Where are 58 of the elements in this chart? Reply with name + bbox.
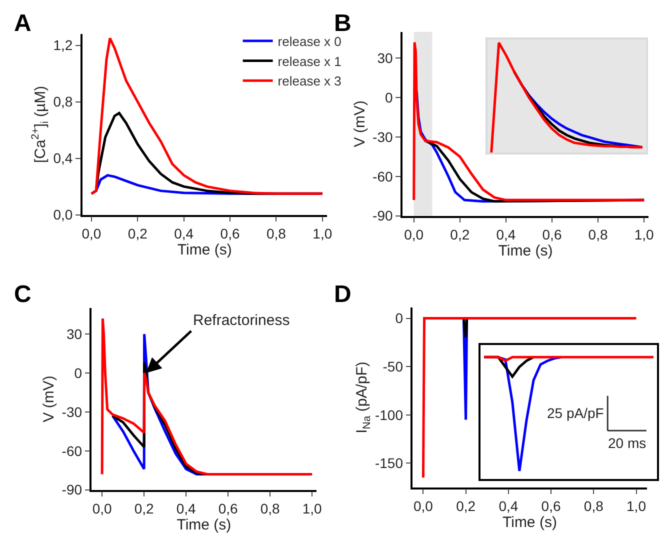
annotation: 20 ms bbox=[608, 435, 646, 451]
y-tick-label: -60 bbox=[372, 168, 393, 184]
x-axis-title: Time (s) bbox=[498, 242, 553, 260]
x-tick-label: 0,6 bbox=[220, 225, 240, 242]
x-axis-title: Time (s) bbox=[177, 241, 232, 258]
y-tick-label: 0,0 bbox=[53, 206, 73, 223]
line-series bbox=[412, 41, 646, 202]
x-tick-label: 0,6 bbox=[542, 226, 562, 242]
y-tick-label: -90 bbox=[62, 482, 82, 498]
y-tick-label: 30 bbox=[66, 326, 82, 342]
annotation: 25 pA/pF bbox=[547, 405, 604, 421]
x-tick-label: 1,0 bbox=[626, 498, 646, 514]
y-axis-title: V (mV) bbox=[351, 100, 368, 148]
x-axis-title: Time (s) bbox=[502, 514, 557, 531]
x-tick-label: 0,0 bbox=[82, 225, 102, 242]
y-tick-label: -60 bbox=[62, 442, 82, 459]
x-tick-label: 0,6 bbox=[541, 498, 561, 514]
y-tick-label: 0 bbox=[384, 89, 393, 106]
x-tick-label: 0,8 bbox=[588, 226, 608, 242]
x-tick-label: 0,8 bbox=[260, 500, 280, 516]
y-tick-label: -30 bbox=[372, 128, 393, 145]
y-tick-label: -30 bbox=[62, 404, 82, 420]
x-tick-label: 0,8 bbox=[584, 498, 604, 514]
y-tick-label: 0,4 bbox=[53, 150, 73, 166]
x-tick-label: 0,4 bbox=[496, 226, 516, 242]
y-tick-label: 1,2 bbox=[53, 37, 73, 54]
legend-label: release x 3 bbox=[278, 74, 342, 89]
x-tick-label: 0,0 bbox=[404, 226, 424, 242]
x-tick-label: 1,0 bbox=[312, 225, 332, 242]
x-tick-label: 0,4 bbox=[176, 500, 196, 516]
y-tick-label: -90 bbox=[372, 208, 393, 224]
y-tick-label: 0,8 bbox=[53, 94, 73, 110]
x-tick-label: 0,2 bbox=[450, 226, 470, 242]
chart-title: A bbox=[14, 10, 32, 37]
y-tick-label: 0 bbox=[395, 310, 404, 326]
y-axis-title: V (mV) bbox=[40, 376, 58, 422]
y-tick-label: 30 bbox=[377, 50, 393, 66]
legend-label: release x 1 bbox=[278, 54, 342, 69]
x-tick-label: 0,6 bbox=[218, 500, 238, 516]
x-tick-label: 1,0 bbox=[634, 226, 654, 242]
y-tick-label: -50 bbox=[382, 358, 404, 374]
chart-title: C bbox=[14, 281, 32, 308]
y-tick-label: -150 bbox=[374, 455, 404, 472]
x-tick-label: 0,8 bbox=[266, 225, 286, 242]
annotation: Refractoriness bbox=[193, 312, 290, 329]
chart-title: D bbox=[334, 281, 352, 308]
x-tick-label: 0,0 bbox=[92, 500, 112, 516]
x-tick-label: 0,2 bbox=[456, 498, 476, 514]
x-tick-label: 0,2 bbox=[134, 500, 154, 516]
x-tick-label: 0,0 bbox=[413, 498, 434, 514]
x-axis-title: Time (s) bbox=[176, 516, 232, 534]
y-tick-label: -100 bbox=[374, 406, 404, 423]
y-tick-label: 0 bbox=[74, 364, 82, 381]
x-tick-label: 0,2 bbox=[128, 225, 148, 242]
line-series bbox=[90, 36, 324, 195]
x-tick-label: 0,4 bbox=[174, 225, 194, 242]
x-tick-label: 1,0 bbox=[302, 500, 322, 516]
x-tick-label: 0,4 bbox=[498, 498, 518, 514]
